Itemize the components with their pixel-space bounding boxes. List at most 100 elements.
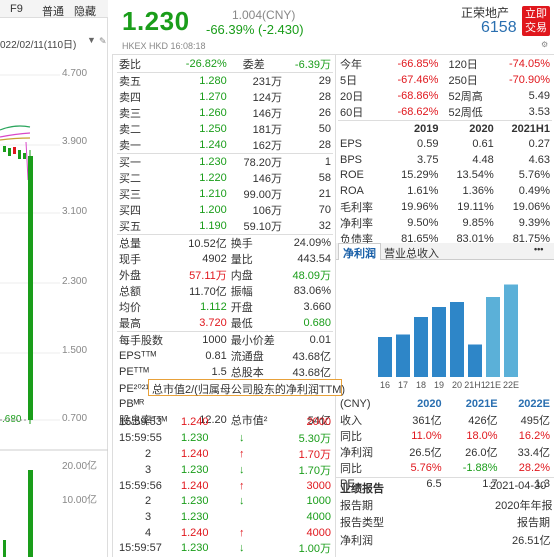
bar xyxy=(504,284,518,377)
tick-price: 1.230 xyxy=(181,542,209,555)
forecast-value: 11.0% xyxy=(411,429,442,442)
bid-volume: 106万 xyxy=(252,205,283,217)
table-row: 委比 -26.82% 委差 -6.39万 xyxy=(117,56,333,73)
stat-label: 现手 xyxy=(119,254,141,266)
bid-label: 买三 xyxy=(119,189,141,201)
perf-cell: 20日 xyxy=(340,91,364,103)
table-row: 同比 5.76% -1.88% 28.2% xyxy=(338,460,552,476)
chevron-down-icon[interactable]: ▼ xyxy=(87,35,96,45)
settings-icon[interactable]: ⚙ xyxy=(541,40,549,49)
perf-cell: -70.90% xyxy=(509,74,550,86)
kline-chart-panel[interactable]: F9 普通 隐藏 022/02/11(110日) ▼ ✎ 4.700 3.900… xyxy=(0,0,108,557)
fin-value: 5.76% xyxy=(518,169,550,182)
price-change: -66.39% (-2.430) xyxy=(206,22,304,37)
tick-arrow: ↑ xyxy=(239,447,245,460)
table-header: 2019 2020 2021H1 xyxy=(338,120,552,137)
bid-count: 1 xyxy=(324,156,331,168)
ask-volume: 231万 xyxy=(252,76,283,88)
forecast-table: (CNY) 2020 2021E 2022E 收入 361亿 426亿 495亿 同比 11.0%… xyxy=(338,396,552,491)
report-period-label: 报告期 xyxy=(340,500,373,512)
tick-row: 4 1.240 ↑ 4000 xyxy=(117,525,333,541)
table-row: 买二 1.220 146万 58 xyxy=(117,170,333,186)
forecast-value: 5.76% xyxy=(410,461,442,474)
ask-label: 卖二 xyxy=(119,124,141,136)
tick-price: 1.230 xyxy=(181,463,209,476)
stat-value: 3.660 xyxy=(303,301,331,313)
perf-cell: -66.85% xyxy=(397,58,439,70)
profit-bar-chart: 16 17 18 19 20 21H1 21E 22E xyxy=(378,284,519,390)
stat-label: 最小价差 xyxy=(230,335,275,347)
forecast-value: 1.3 xyxy=(534,477,550,490)
order-book: 委比 -26.82% 委差 -6.39万 卖五 1.280 231万 29 卖四 1.270 124… xyxy=(117,56,333,428)
stat-label: 振幅 xyxy=(230,286,253,298)
fin-value: 83.01% xyxy=(456,232,494,245)
bid-label: 买四 xyxy=(119,205,141,217)
fin-value: 19.11% xyxy=(457,200,494,213)
bid-price: 1.200 xyxy=(199,204,227,216)
table-row: 均价 1.112 开盘 3.660 xyxy=(117,299,333,315)
tab-f9[interactable]: F9 xyxy=(10,3,23,15)
table-row: 现手 4902 量比 443.54 xyxy=(117,251,333,267)
stock-code: 6158 xyxy=(481,19,517,36)
report-title: 业绩报告 xyxy=(340,483,384,495)
price-tick: 3.900 xyxy=(62,136,88,147)
tick-row: 15:59:56 1.240 ↑ 3000 xyxy=(117,478,333,494)
bar-category-label: 20 xyxy=(452,380,462,390)
perf-cell: 5.49 xyxy=(528,90,550,102)
table-row: BPS 3.75 4.48 4.63 xyxy=(338,152,552,168)
fin-value: 0.27 xyxy=(528,138,550,151)
table-row: 总量 10.52亿 换手 24.09% xyxy=(117,234,333,252)
perf-cell: -67.46% xyxy=(397,74,439,86)
table-row: ROE 15.29% 13.54% 5.76% xyxy=(338,168,552,184)
perf-cell: 250日 xyxy=(448,75,478,87)
tick-row: 15:59:57 1.230 ↓ 1.00万 xyxy=(117,540,333,556)
prev-close: 1.004(CNY) xyxy=(232,8,296,22)
edit-icon[interactable]: ✎ xyxy=(99,36,107,46)
stat-label: 流通盘 xyxy=(230,351,264,363)
bar-category-label: 17 xyxy=(398,380,408,390)
fin-value: 15.29% xyxy=(401,169,439,182)
bar xyxy=(378,337,392,377)
stat-label: 最低 xyxy=(230,318,253,330)
table-row: PE 6.5 1.7 1.3 xyxy=(338,476,552,492)
kline-graphic xyxy=(0,74,108,557)
bar xyxy=(396,334,410,377)
tick-row: 3 1.230 4000 xyxy=(117,509,333,525)
tick-arrow: ↑ xyxy=(239,526,245,539)
diff-label: 委差 xyxy=(242,59,265,71)
tick-row: 15:59:55 1.230 ↓ 5.30万 xyxy=(117,430,333,446)
bid-label: 买二 xyxy=(119,173,141,185)
tick-price: 1.240 xyxy=(181,526,209,539)
fin-value: 3.75 xyxy=(417,153,439,166)
stat-value xyxy=(284,396,333,412)
report-profit-value: 26.51亿 xyxy=(512,535,551,547)
fin-label: ROE xyxy=(340,169,364,182)
fin-value: 19.96% xyxy=(401,200,439,213)
date-range: 022/02/11(110日) xyxy=(0,40,77,51)
tick-arrow xyxy=(237,414,251,430)
tick-arrow xyxy=(237,509,251,525)
tab-general[interactable]: 普通 xyxy=(42,6,64,18)
table-row: 卖一 1.240 162万 28 xyxy=(117,137,333,154)
tab-net-profit[interactable]: 净利润 xyxy=(338,243,381,260)
price-tick: 4.700 xyxy=(62,68,88,79)
exchange-info: HKEX HKD 16:08:18 xyxy=(122,41,206,51)
bid-price: 1.210 xyxy=(199,188,227,200)
ask-volume: 146万 xyxy=(252,108,283,120)
report-type-value: 报告期 xyxy=(517,517,550,529)
tick-arrow: ↓ xyxy=(239,431,245,444)
ask-label: 卖五 xyxy=(119,76,141,88)
stat-label: 均价 xyxy=(119,302,141,314)
table-header: (CNY) 2020 2021E 2022E xyxy=(338,396,552,412)
ask-count: 50 xyxy=(318,123,331,135)
table-row: 卖三 1.260 146万 26 xyxy=(117,105,333,121)
tab-revenue[interactable]: 营业总收入 xyxy=(384,248,439,260)
tick-time: 2 xyxy=(144,495,152,508)
more-icon[interactable]: ••• xyxy=(534,244,544,254)
perf-cell: 今年 xyxy=(340,59,362,71)
fin-label: 净利率 xyxy=(340,217,373,230)
tab-hide[interactable]: 隐藏 xyxy=(74,6,96,18)
trade-now-button[interactable]: 立即 交易 xyxy=(522,6,550,36)
perf-cell: -74.05% xyxy=(509,58,550,70)
left-topbar xyxy=(0,0,108,18)
